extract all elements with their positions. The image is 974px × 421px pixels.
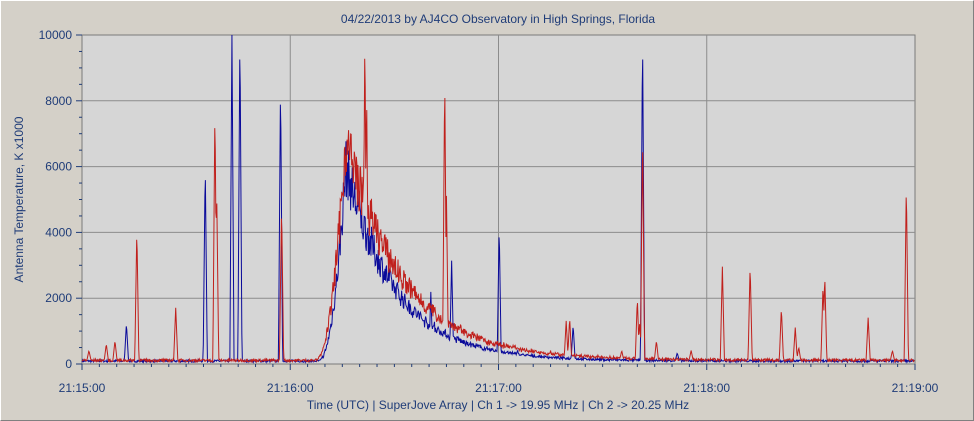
x-tick-label: 21:16:00 <box>267 381 314 395</box>
x-axis-label: Time (UTC) | SuperJove Array | Ch 1 -> 1… <box>307 398 689 412</box>
grid-lines <box>82 35 915 364</box>
y-tick-label: 2000 <box>45 291 72 305</box>
y-tick-label: 0 <box>65 357 72 371</box>
y-tick-label: 6000 <box>45 160 72 174</box>
y-tick-label: 4000 <box>45 225 72 239</box>
y-tick-label: 10000 <box>39 28 73 42</box>
series-line-ch2 <box>81 58 915 364</box>
x-tick-label: 21:18:00 <box>683 381 730 395</box>
x-tick-label: 21:15:00 <box>59 381 106 395</box>
y-axis-label: Antenna Temperature, K x1000 <box>12 116 26 282</box>
x-axis-ticks: 21:15:00 21:16:00 21:17:00 21:18:00 21:19:00 <box>59 364 939 395</box>
y-tick-label: 8000 <box>45 94 72 108</box>
x-tick-label: 21:17:00 <box>475 381 522 395</box>
series-group <box>81 34 915 365</box>
chart-title: 04/22/2013 by AJ4CO Observatory in High … <box>341 12 655 26</box>
y-axis-ticks: 0 2000 4000 6000 8000 10000 <box>39 28 82 371</box>
x-tick-label: 21:19:00 <box>892 381 939 395</box>
